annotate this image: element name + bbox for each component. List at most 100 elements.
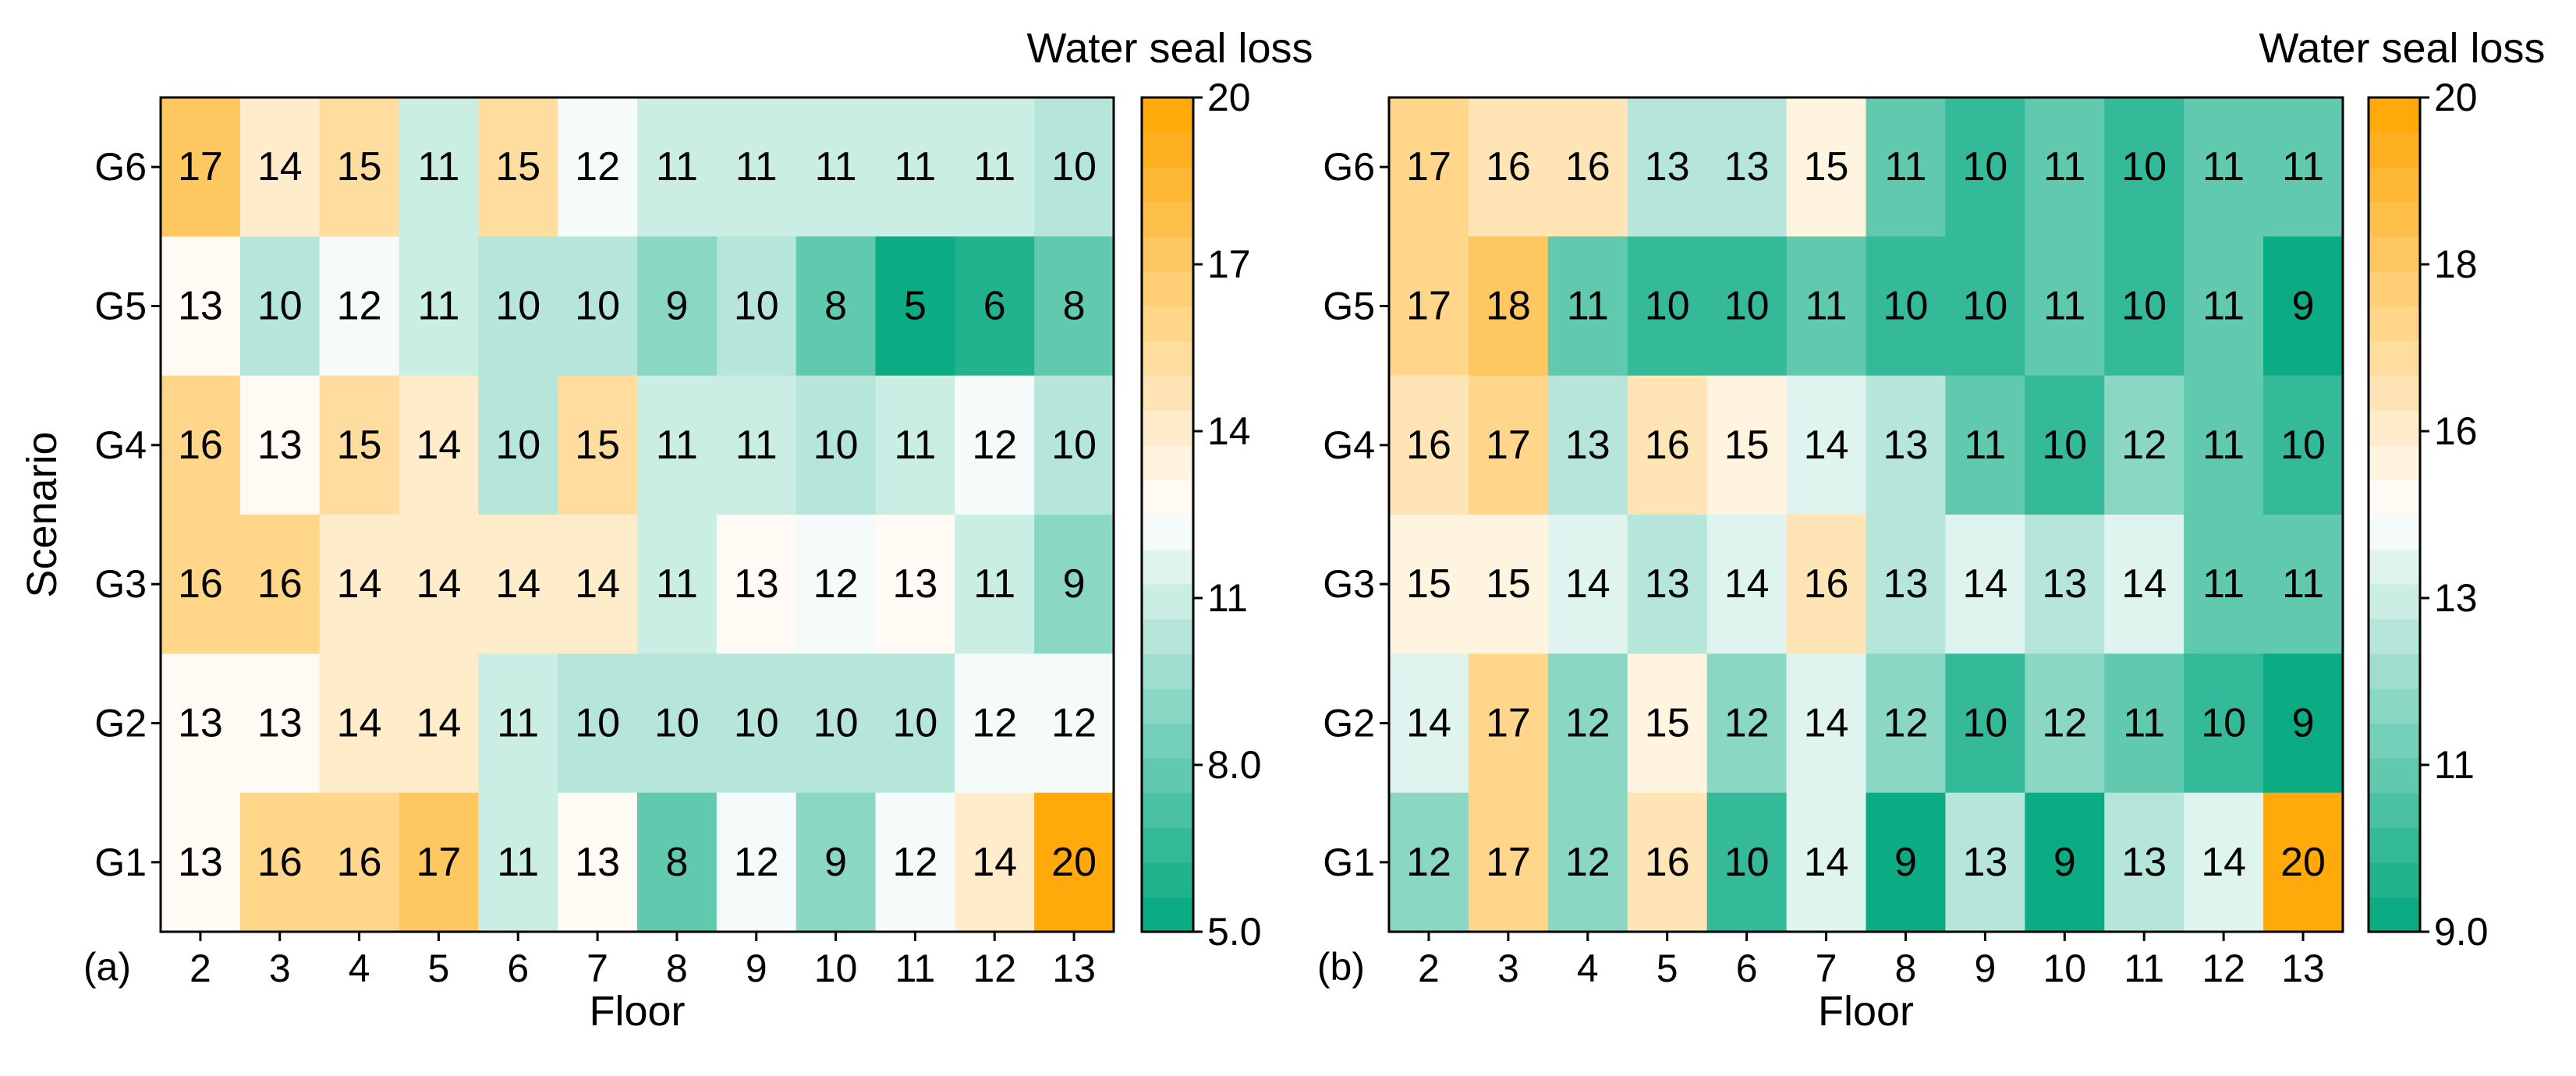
cell-value-label: 13 xyxy=(892,561,937,607)
colorbar-tick-label: 13 xyxy=(2434,576,2478,620)
heatmap-cell xyxy=(239,97,321,237)
heatmap-cell xyxy=(1034,375,1114,515)
heatmap-cell xyxy=(1866,792,1947,933)
heatmap-cell xyxy=(2104,236,2184,377)
colorbar-segment xyxy=(2369,549,2420,585)
colorbar-segment xyxy=(1142,271,1193,307)
cell-value-label: 11 xyxy=(497,840,539,885)
colorbar-title: Water seal loss xyxy=(2259,25,2545,72)
heatmap-cell xyxy=(1547,792,1628,933)
cell-value-label: 9 xyxy=(1063,561,1086,607)
heatmap-cell xyxy=(1786,515,1867,654)
cell-value-label: 12 xyxy=(813,561,859,607)
heatmap-cell xyxy=(716,653,797,794)
cell-value-label: 13 xyxy=(178,840,223,885)
cell-value-label: 15 xyxy=(1724,423,1770,468)
cell-value-label: 14 xyxy=(416,561,461,607)
heatmap-cell xyxy=(2025,515,2105,654)
heatmap-cell xyxy=(1389,375,1469,515)
heatmap-cell xyxy=(2263,515,2344,654)
cell-value-label: 16 xyxy=(178,423,223,468)
colorbar-segment xyxy=(2369,132,2420,168)
colorbar-segment xyxy=(1142,97,1193,133)
heatmap-cell xyxy=(1706,97,1788,237)
x-tick-label: 12 xyxy=(2202,947,2245,990)
cell-value-label: 17 xyxy=(416,840,461,885)
plot-frame xyxy=(159,96,1115,933)
heatmap-cell xyxy=(795,653,877,794)
heatmap-cell xyxy=(478,97,558,237)
y-tick-label: G6 xyxy=(94,145,147,189)
heatmap-cell xyxy=(1389,236,1469,377)
cell-value-label: 17 xyxy=(1486,840,1531,885)
heatmap-cell xyxy=(2184,375,2264,515)
cell-value-label: 11 xyxy=(656,561,698,607)
cell-value-label: 15 xyxy=(1645,701,1690,746)
colorbar-segment xyxy=(1142,897,1193,933)
cell-value-label: 12 xyxy=(2042,701,2087,746)
x-tick-label: 10 xyxy=(2043,947,2086,990)
heatmap-cell xyxy=(558,515,638,654)
colorbar-segment xyxy=(2369,653,2420,689)
heatmap-cell xyxy=(1389,515,1469,654)
heatmap-cell xyxy=(2104,792,2184,933)
heatmap-cell xyxy=(1547,236,1628,377)
cell-value-label: 16 xyxy=(1486,144,1531,189)
colorbar-segment xyxy=(1142,827,1193,863)
heatmap-cell xyxy=(2263,236,2344,377)
cell-value-label: 16 xyxy=(178,561,223,607)
heatmap-cell xyxy=(399,236,479,377)
cell-value-label: 8 xyxy=(665,840,688,885)
colorbar-segment xyxy=(2369,688,2420,724)
cell-value-label: 14 xyxy=(1565,561,1610,607)
heatmap-cell xyxy=(2184,653,2264,794)
x-tick-label: 3 xyxy=(269,947,291,990)
cell-value-label: 13 xyxy=(575,840,620,885)
heatmap-cell xyxy=(1945,653,2025,794)
cell-value-label: 11 xyxy=(417,144,459,189)
cell-value-label: 13 xyxy=(1645,144,1690,189)
x-tick-label: 8 xyxy=(1895,947,1917,990)
colorbar-segment xyxy=(1142,758,1193,794)
cell-value-label: 14 xyxy=(575,561,620,607)
y-tick-label: G5 xyxy=(1323,285,1375,328)
colorbar-tick-label: 20 xyxy=(1207,76,1251,119)
cell-value-label: 11 xyxy=(2202,423,2245,468)
heatmap-cell xyxy=(1627,653,1708,794)
cell-value-label: 11 xyxy=(656,144,698,189)
heatmap-cell xyxy=(1786,375,1867,515)
colorbar-segment xyxy=(1142,688,1193,724)
x-tick-label: 5 xyxy=(1657,947,1678,990)
cell-value-label: 16 xyxy=(1565,144,1610,189)
colorbar-segment xyxy=(1142,549,1193,585)
cell-value-label: 11 xyxy=(2202,561,2245,607)
heatmap-cell xyxy=(1547,515,1628,654)
heatmap-cell xyxy=(1389,653,1469,794)
panel-label: (a) xyxy=(83,945,131,989)
colorbar-segment xyxy=(1142,862,1193,898)
heatmap-cell xyxy=(2263,97,2344,237)
cell-value-label: 10 xyxy=(813,701,859,746)
cell-value-label: 11 xyxy=(735,144,778,189)
colorbar-frame xyxy=(1140,96,1195,933)
colorbar-segment xyxy=(1142,167,1193,203)
heatmap-panel-b: 17 16 16 13 13 15 11 10 11 10 11 11 17 18 11 10 10 11 10 10… xyxy=(1317,25,2546,1035)
cell-value-label: 14 xyxy=(495,561,540,607)
cell-value-label: 9 xyxy=(824,840,847,885)
heatmap-cell xyxy=(478,236,558,377)
heatmap-cell xyxy=(955,375,1035,515)
cell-value-label: 13 xyxy=(2042,561,2087,607)
heatmap-cell xyxy=(1866,97,1947,237)
cell-value-label: 10 xyxy=(575,701,620,746)
cell-value-label: 11 xyxy=(973,144,1015,189)
heatmap-cell xyxy=(955,792,1035,933)
colorbar-segment xyxy=(2369,236,2420,272)
heatmap-cell xyxy=(319,792,400,933)
heatmap-cell xyxy=(319,653,400,794)
cell-value-label: 13 xyxy=(1883,561,1929,607)
heatmap-cell xyxy=(478,653,558,794)
cell-value-label: 10 xyxy=(1051,423,1097,468)
heatmap-cell xyxy=(161,792,241,933)
cell-value-label: 13 xyxy=(2121,840,2167,885)
colorbar-segment xyxy=(2369,375,2420,411)
